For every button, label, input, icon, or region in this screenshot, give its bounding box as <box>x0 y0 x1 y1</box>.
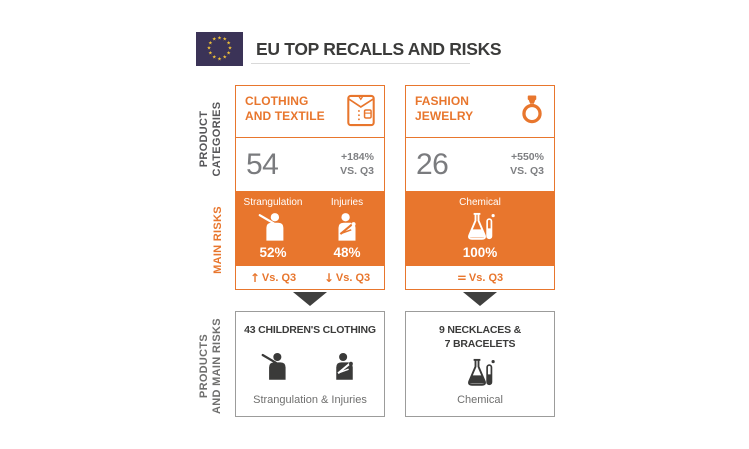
up-arrow-icon: ↑ <box>249 270 260 285</box>
category-title: CLOTHING AND TEXTILE <box>245 94 325 123</box>
products-icons <box>259 338 361 394</box>
products-title: 9 NECKLACES & 7 BRACELETS <box>439 324 521 350</box>
equals-icon: = <box>456 270 467 285</box>
change-period: VS. Q3 <box>510 164 544 177</box>
products-icons <box>464 351 496 394</box>
sidebar-label-product-categories: PRODUCT CATEGORIES <box>198 101 224 177</box>
products-title: 43 CHILDREN'S CLOTHING <box>244 324 376 336</box>
risk-label: Strangulation <box>243 197 303 208</box>
strangulation-person-icon <box>259 352 292 380</box>
recall-change: +550% VS. Q3 <box>510 151 544 178</box>
chemical-flask-icon <box>464 358 496 388</box>
category-header: CLOTHING AND TEXTILE <box>236 86 384 138</box>
risk-percent: 100% <box>462 245 498 260</box>
recall-count: 26 <box>416 147 449 181</box>
shirt-icon <box>347 94 375 137</box>
products-risk-label: Chemical <box>457 394 503 406</box>
category-card-fashion-jewelry: FASHION JEWELRY 26 +550% VS. Q3 Chemical <box>405 85 555 290</box>
change-value: +184% <box>341 150 374 163</box>
injured-person-icon <box>328 352 361 380</box>
sidebar-label-main-risks: MAIN RISKS <box>212 206 224 274</box>
chemical-flask-icon <box>464 212 496 242</box>
main-risks-panel: Strangulation 52% Injuries <box>236 191 384 266</box>
risk-label: Injuries <box>330 197 364 208</box>
down-arrow-icon: ↓ <box>323 270 334 285</box>
trend-injuries: ↓ Vs. Q3 <box>310 272 384 284</box>
ring-icon <box>519 94 545 137</box>
header-divider <box>251 63 470 64</box>
products-risk-label: Strangulation & Injuries <box>253 394 367 406</box>
injured-person-icon <box>330 212 364 241</box>
recall-stats: 54 +184% VS. Q3 <box>236 138 384 191</box>
risk-injuries: Injuries 48% <box>310 191 384 266</box>
trend-label: Vs. Q3 <box>335 271 371 284</box>
recall-count: 54 <box>246 147 279 181</box>
main-risks-panel: Chemical 100% <box>406 191 554 266</box>
recall-change: +184% VS. Q3 <box>340 151 374 178</box>
down-arrow-icon <box>463 292 497 306</box>
risk-chemical: Chemical 100% <box>406 191 554 266</box>
products-card-clothing: 43 CHILDREN'S CLOTHING Strangulati <box>235 311 385 417</box>
products-card-jewelry: 9 NECKLACES & 7 BRACELETS Chemical <box>405 311 555 417</box>
down-arrow-icon <box>293 292 327 306</box>
risk-percent: 48% <box>333 245 361 260</box>
strangulation-person-icon <box>256 212 290 241</box>
change-value: +550% <box>511 150 544 163</box>
risk-label: Chemical <box>459 197 501 208</box>
trend-row: ↑ Vs. Q3 ↓ Vs. Q3 <box>236 266 384 289</box>
category-header: FASHION JEWELRY <box>406 86 554 138</box>
recall-stats: 26 +550% VS. Q3 <box>406 138 554 191</box>
risk-percent: 52% <box>259 245 287 260</box>
trend-strangulation: ↑ Vs. Q3 <box>236 272 310 284</box>
category-card-clothing-textile: CLOTHING AND TEXTILE 54 +184% VS. Q3 <box>235 85 385 290</box>
trend-label: Vs. Q3 <box>261 271 297 284</box>
risk-strangulation: Strangulation 52% <box>236 191 310 266</box>
change-period: VS. Q3 <box>340 164 374 177</box>
eu-flag-icon: ★ ★ ★ ★ ★ ★ ★ ★ ★ ★ ★ ★ <box>196 32 243 66</box>
trend-chemical: = Vs. Q3 <box>406 272 554 284</box>
page-title: EU TOP RECALLS AND RISKS <box>256 39 502 59</box>
category-title: FASHION JEWELRY <box>415 94 474 123</box>
sidebar-label-products-main-risks: PRODUCTS AND MAIN RISKS <box>198 318 224 414</box>
trend-label: Vs. Q3 <box>468 271 504 284</box>
trend-row: = Vs. Q3 <box>406 266 554 289</box>
